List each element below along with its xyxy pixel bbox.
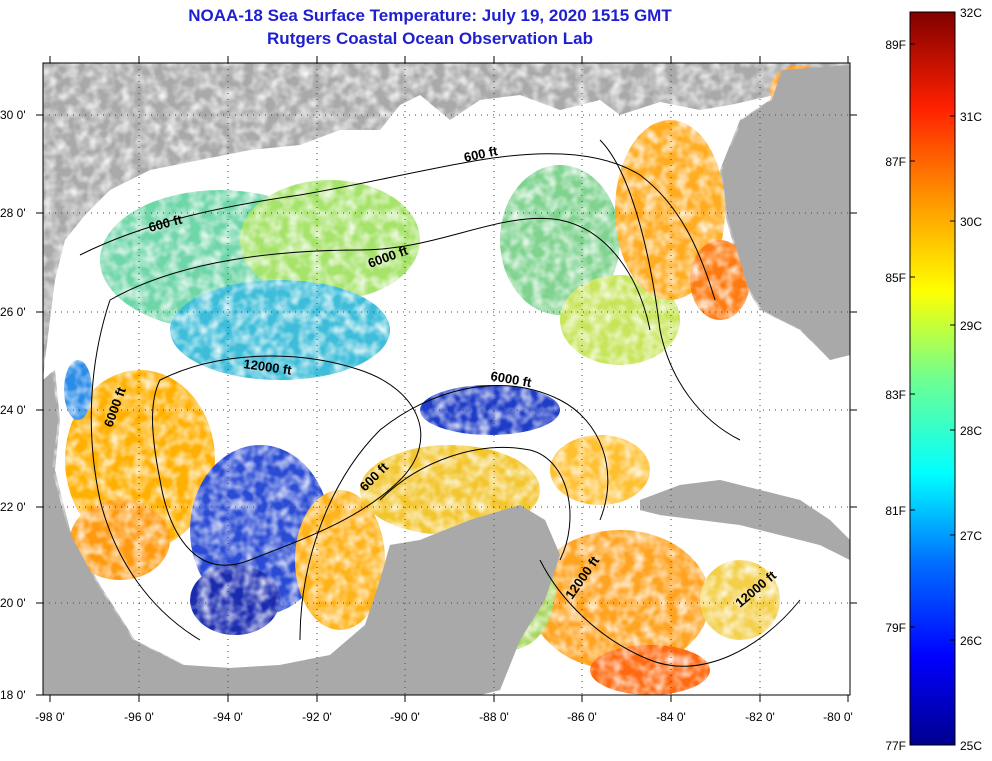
cb-label-29c: 29C — [960, 319, 982, 333]
cb-label-32c: 32C — [960, 6, 982, 20]
cb-label-77f: 77F — [885, 739, 906, 753]
land-mexico-overlay — [43, 372, 560, 695]
lon-label-82: -82 0' — [745, 710, 775, 724]
lon-label-90: -90 0' — [390, 710, 420, 724]
cb-label-81f: 81F — [885, 504, 906, 518]
colorbar-celsius-labels: 32C 31C 30C 29C 28C 27C 26C 25C — [960, 6, 982, 753]
contour-6000ft-north — [109, 217, 651, 331]
colorbar-gradient — [909, 11, 956, 746]
lon-label-86: -86 0' — [567, 710, 597, 724]
contour-12000ft — [152, 355, 422, 566]
contour-label-12000ft-west: 12000 ft — [243, 356, 294, 378]
axis-ticks — [36, 56, 857, 702]
lat-label-30: 30 0' — [0, 108, 26, 122]
lat-label-24: 24 0' — [0, 403, 26, 417]
lon-label-84: -84 0' — [656, 710, 686, 724]
contour-600ft-yucatan — [379, 447, 571, 561]
lat-label-22: 22 0' — [0, 500, 26, 514]
lon-label-92: -92 0' — [302, 710, 332, 724]
cb-label-31c: 31C — [960, 110, 982, 124]
longitude-labels: -98 0' -96 0' -94 0' -92 0' -90 0' -88 0… — [35, 710, 853, 724]
cb-label-28c: 28C — [960, 424, 982, 438]
lon-label-98: -98 0' — [35, 710, 65, 724]
contour-shelf-florida — [599, 139, 741, 441]
cb-label-89f: 89F — [885, 38, 906, 52]
map-grid — [43, 63, 850, 695]
cb-label-25c: 25C — [960, 739, 982, 753]
lon-label-80: -80 0' — [823, 710, 853, 724]
contour-label-600ft-north: 600 ft — [463, 143, 500, 165]
cb-label-85f: 85F — [885, 271, 906, 285]
contour-6000ft-south — [299, 385, 609, 641]
land-overlay — [43, 65, 850, 695]
map-subtitle: Rutgers Coastal Ocean Observation Lab — [267, 29, 593, 48]
colorbar-fahrenheit-labels: 89F 87F 85F 83F 81F 79F 77F — [885, 38, 906, 753]
lon-label-96: -96 0' — [124, 710, 154, 724]
contour-12000ft-caribbean — [539, 559, 801, 667]
lat-label-28: 28 0' — [0, 206, 26, 220]
map-frame — [42, 62, 851, 696]
cb-label-30c: 30C — [960, 215, 982, 229]
cb-label-83f: 83F — [885, 388, 906, 402]
bathymetry-contours — [79, 139, 801, 667]
land-florida-overlay — [722, 65, 850, 360]
map-title: NOAA-18 Sea Surface Temperature: July 19… — [188, 6, 672, 25]
cb-label-87f: 87F — [885, 155, 906, 169]
land-cuba-overlay — [640, 480, 850, 560]
contour-6000ft-west — [90, 299, 201, 641]
colorbar-ticks — [910, 11, 955, 746]
contour-label-6000ft-south: 6000 ft — [489, 368, 533, 390]
lat-label-18: 18 0' — [0, 688, 26, 702]
cb-label-79f: 79F — [885, 621, 906, 635]
lon-label-88: -88 0' — [479, 710, 509, 724]
lat-label-20: 20 0' — [0, 596, 26, 610]
contour-600ft-north — [79, 153, 716, 301]
cb-label-26c: 26C — [960, 634, 982, 648]
cb-label-27c: 27C — [960, 529, 982, 543]
lon-label-94: -94 0' — [213, 710, 243, 724]
lat-label-26: 26 0' — [0, 305, 26, 319]
latitude-labels: 30 0' 28 0' 26 0' 24 0' 22 0' 20 0' 18 0… — [0, 108, 26, 702]
